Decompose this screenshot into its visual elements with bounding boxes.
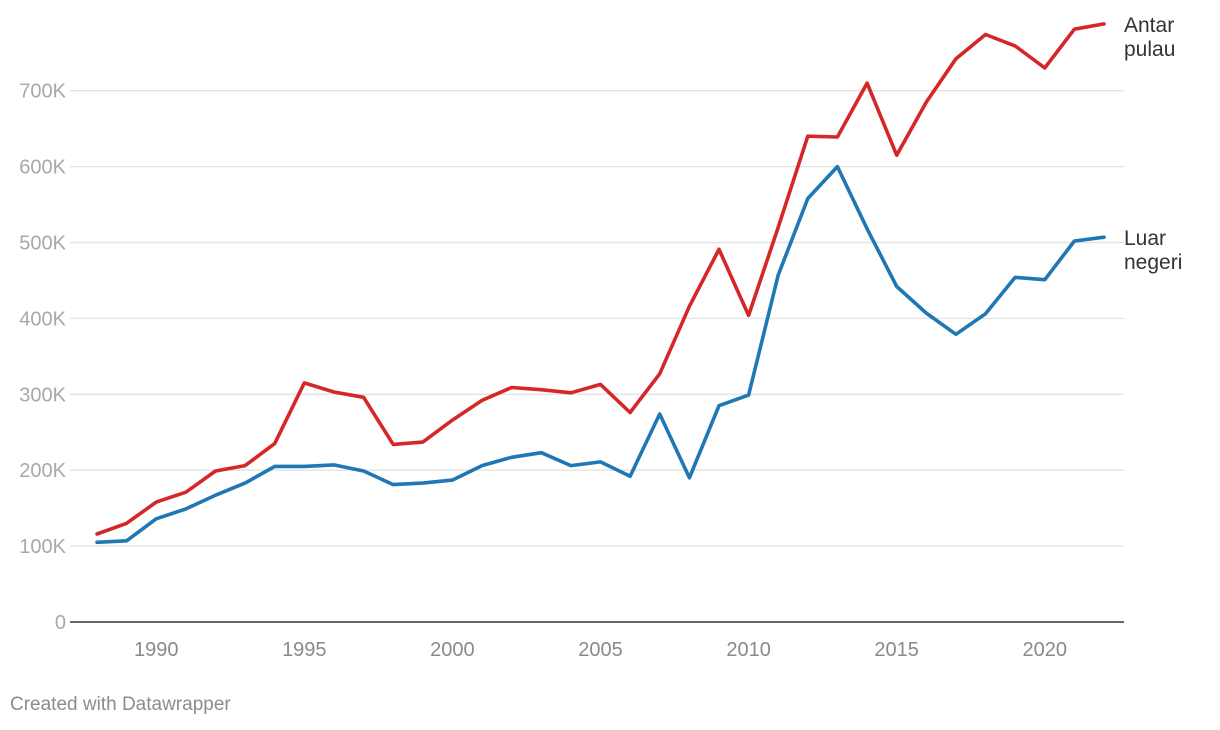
chart-credit: Created with Datawrapper xyxy=(10,694,231,715)
x-tick-label: 1990 xyxy=(134,639,179,661)
x-tick-label: 2005 xyxy=(578,639,623,661)
y-tick-label: 300K xyxy=(19,384,66,406)
y-tick-label: 400K xyxy=(19,308,66,330)
x-tick-label: 2010 xyxy=(726,639,771,661)
x-tick-label: 2000 xyxy=(430,639,475,661)
x-tick-label: 1995 xyxy=(282,639,327,661)
series-label-luar-negeri: Luar negeri xyxy=(1124,227,1182,274)
series-lines xyxy=(95,22,1106,545)
y-tick-label: 600K xyxy=(19,157,66,179)
series-line-luar-negeri xyxy=(95,164,1106,545)
y-tick-label: 200K xyxy=(19,460,66,482)
x-axis-tick-labels: 1990 1995 2000 2005 2010 2015 2020 xyxy=(134,639,1067,661)
series-label-antar-pulau: Antar pulau xyxy=(1124,14,1175,61)
series-line-antar-pulau xyxy=(95,22,1106,536)
gridlines xyxy=(70,89,1124,623)
series-labels: Antar pulau Luar negeri xyxy=(1124,14,1182,274)
y-tick-label: 500K xyxy=(19,233,66,255)
y-tick-label: 0 xyxy=(55,612,66,634)
y-tick-label: 100K xyxy=(19,536,66,558)
x-tick-label: 2020 xyxy=(1023,639,1068,661)
x-tick-label: 2015 xyxy=(874,639,919,661)
y-tick-label: 700K xyxy=(19,81,66,103)
y-axis-tick-labels: 0 100K 200K 300K 400K 500K 600K 700K xyxy=(19,81,66,634)
